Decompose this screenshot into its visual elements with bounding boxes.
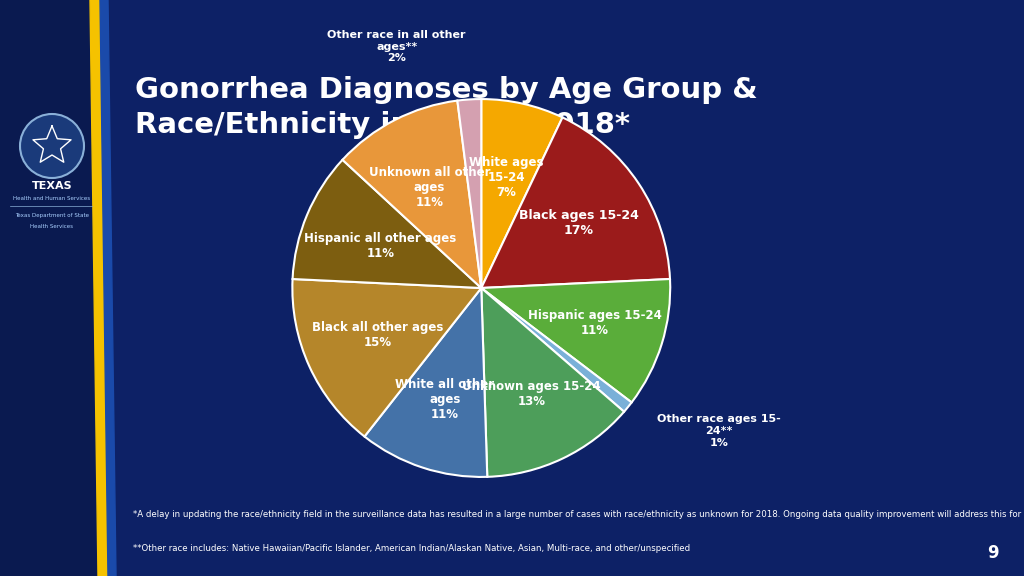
Text: Hispanic ages 15-24
11%: Hispanic ages 15-24 11% bbox=[528, 309, 662, 338]
Wedge shape bbox=[458, 99, 481, 288]
Text: White ages
15-24
7%: White ages 15-24 7% bbox=[469, 156, 544, 199]
Wedge shape bbox=[342, 101, 481, 288]
Text: **Other race includes: Native Hawaiian/Pacific Islander, American Indian/Alaskan: **Other race includes: Native Hawaiian/P… bbox=[133, 544, 690, 554]
Wedge shape bbox=[481, 288, 632, 412]
Text: *A delay in updating the race/ethnicity field in the surveillance data has resul: *A delay in updating the race/ethnicity … bbox=[133, 510, 1024, 519]
Text: Unknown all other
ages
11%: Unknown all other ages 11% bbox=[369, 166, 490, 209]
Wedge shape bbox=[481, 118, 670, 288]
Text: White all other
ages
11%: White all other ages 11% bbox=[395, 378, 495, 421]
Text: TEXAS: TEXAS bbox=[32, 181, 73, 191]
Text: Unknown ages 15-24
13%: Unknown ages 15-24 13% bbox=[462, 380, 601, 408]
Wedge shape bbox=[481, 288, 624, 477]
Text: Hispanic all other ages
11%: Hispanic all other ages 11% bbox=[304, 232, 457, 260]
Text: Black all other ages
15%: Black all other ages 15% bbox=[312, 321, 443, 349]
Text: Gonorrhea Diagnoses by Age Group &
Race/Ethnicity in Texas, 2018*: Gonorrhea Diagnoses by Age Group & Race/… bbox=[135, 76, 758, 139]
Wedge shape bbox=[365, 288, 487, 477]
Wedge shape bbox=[293, 279, 481, 437]
Text: Other race in all other
ages**
2%: Other race in all other ages** 2% bbox=[328, 30, 466, 63]
Text: 9: 9 bbox=[987, 544, 998, 562]
FancyBboxPatch shape bbox=[0, 0, 105, 576]
Text: Black ages 15-24
17%: Black ages 15-24 17% bbox=[519, 209, 639, 237]
Text: Texas Department of State: Texas Department of State bbox=[15, 214, 89, 218]
Wedge shape bbox=[481, 279, 670, 403]
Wedge shape bbox=[293, 160, 481, 288]
Polygon shape bbox=[90, 0, 108, 576]
Circle shape bbox=[20, 114, 84, 178]
Polygon shape bbox=[100, 0, 116, 576]
Text: Other race ages 15-
24**
1%: Other race ages 15- 24** 1% bbox=[657, 414, 781, 448]
Text: Health Services: Health Services bbox=[31, 223, 74, 229]
Wedge shape bbox=[481, 99, 562, 288]
Text: Health and Human Services: Health and Human Services bbox=[13, 195, 90, 200]
